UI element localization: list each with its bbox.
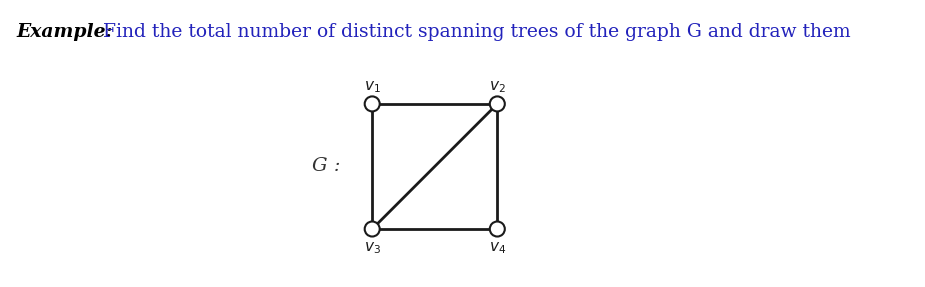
Text: $v_2$: $v_2$ [489, 80, 506, 96]
Text: Find the total number of distinct spanning trees of the graph G and draw them: Find the total number of distinct spanni… [91, 23, 850, 41]
Circle shape [490, 222, 505, 236]
Circle shape [364, 96, 379, 111]
Circle shape [364, 222, 379, 236]
Text: $v_1$: $v_1$ [364, 80, 380, 96]
Text: Example:: Example: [17, 23, 113, 41]
Text: G :: G : [313, 158, 341, 175]
Circle shape [490, 96, 505, 111]
Text: $v_4$: $v_4$ [488, 240, 506, 256]
Text: $v_3$: $v_3$ [364, 240, 381, 256]
